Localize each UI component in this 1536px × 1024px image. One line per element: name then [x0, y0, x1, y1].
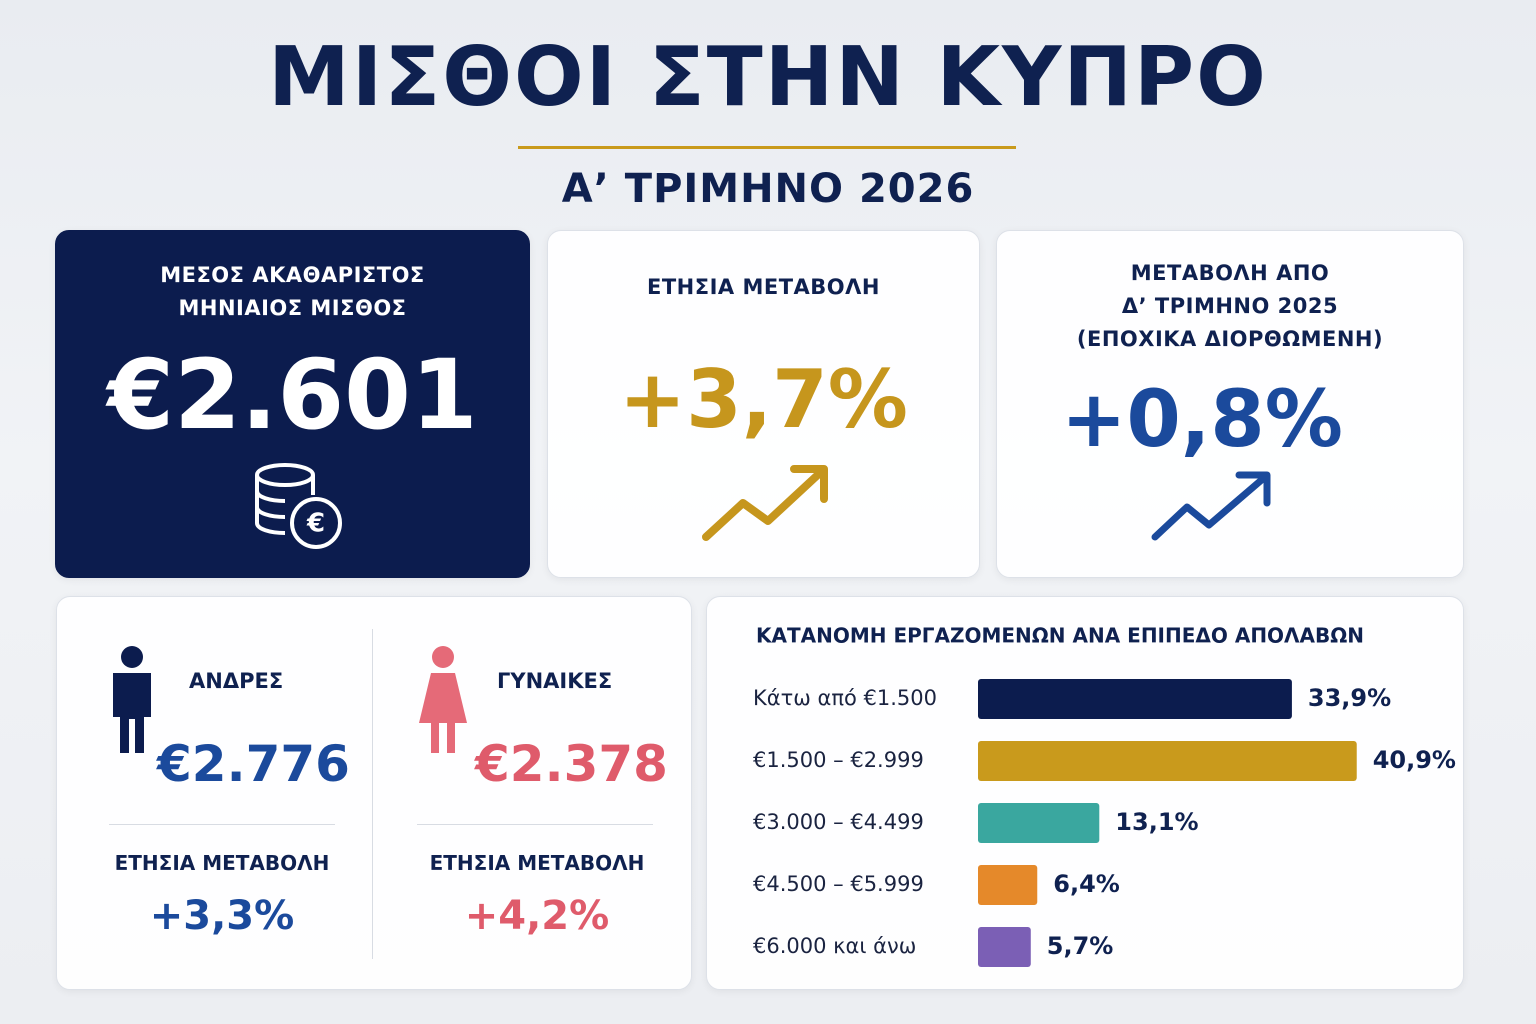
change-label: ΕΤΗΣΙΑ ΜΕΤΑΒΟΛΗ — [429, 851, 645, 875]
distribution-chart: ΚΑΤΑΝΟΜΗ ΕΡΓΑΖΟΜΕΝΩΝ ΑΝΑ ΕΠΙΠΕΔΟ ΑΠΟΛΑΒΩ… — [753, 624, 1456, 967]
gender-value: €2.378 — [475, 735, 668, 793]
category-label: €1.500 – €2.999 — [753, 748, 924, 772]
subtitle: Α’ ΤΡΙΜΗΝΟ 2026 — [561, 166, 975, 212]
value-label: 13,1% — [1115, 808, 1198, 836]
card-quarterly: ΜΕΤΑΒΟΛΗ ΑΠΟ Δ’ ΤΡΙΜΗΝΟ 2025 (ΕΠΟΧΙΚΑ ΔΙ… — [996, 230, 1464, 578]
change-value: +3,3% — [149, 893, 295, 939]
bar — [978, 803, 1100, 843]
divider — [109, 824, 335, 825]
trend-arrow — [702, 465, 828, 541]
card-value: €2.601 — [107, 339, 478, 451]
coins-icon: € — [255, 463, 342, 549]
card-value: +3,7% — [619, 353, 908, 446]
label-line: ΜΗΝΙΑΙΟΣ ΜΙΣΘΟΣ — [178, 296, 407, 320]
value-label: 33,9% — [1308, 684, 1391, 712]
label-line: Δ’ ΤΡΙΜΗΝΟ 2025 — [1121, 294, 1339, 318]
category-label: €4.500 – €5.999 — [753, 872, 924, 896]
label-line: ΕΤΗΣΙΑ ΜΕΤΑΒΟΛΗ — [647, 275, 880, 299]
label-line: (ΕΠΟΧΙΚΑ ΔΙΟΡΘΩΜΕΝΗ) — [1076, 327, 1384, 351]
value-label: 5,7% — [1047, 932, 1114, 960]
bar — [978, 865, 1038, 905]
card-gender: ΑΝΔΡΕΣ €2.776 ΕΤΗΣΙΑ ΜΕΤΑΒΟΛΗ +3,3% ΓΥΝΑ… — [56, 596, 692, 990]
divider — [417, 824, 653, 825]
card-distribution — [706, 596, 1464, 990]
title: ΜΙΣΘΟΙ ΣΤΗΝ ΚΥΠΡΟ — [268, 30, 1268, 125]
gender-label: ΓΥΝΑΙΚΕΣ — [497, 669, 613, 693]
gender-value: €2.776 — [157, 735, 350, 793]
card-label: ΕΤΗΣΙΑ ΜΕΤΑΒΟΛΗ — [548, 271, 979, 304]
value-label: 40,9% — [1373, 746, 1456, 774]
change-label: ΕΤΗΣΙΑ ΜΕΤΑΒΟΛΗ — [114, 851, 330, 875]
label-line: ΜΕΤΑΒΟΛΗ ΑΠΟ — [1130, 261, 1330, 285]
woman-icon — [419, 646, 467, 753]
bar — [978, 741, 1357, 781]
value-label: 6,4% — [1053, 870, 1120, 898]
card-label: ΜΕΤΑΒΟΛΗ ΑΠΟ Δ’ ΤΡΙΜΗΝΟ 2025 (ΕΠΟΧΙΚΑ ΔΙ… — [997, 257, 1463, 356]
chart-title: ΚΑΤΑΝΟΜΗ ΕΡΓΑΖΟΜΕΝΩΝ ΑΝΑ ΕΠΙΠΕΔΟ ΑΠΟΛΑΒΩ… — [756, 624, 1364, 648]
card-label: ΜΕΣΟΣ ΑΚΑΘΑΡΙΣΤΟΣ ΜΗΝΙΑΙΟΣ ΜΙΣΘΟΣ — [56, 259, 529, 325]
category-label: Κάτω από €1.500 — [753, 686, 937, 710]
label-line: ΜΕΣΟΣ ΑΚΑΘΑΡΙΣΤΟΣ — [160, 263, 425, 287]
category-label: €3.000 – €4.499 — [753, 810, 924, 834]
divider — [372, 629, 373, 959]
title-rule — [518, 146, 1016, 149]
card-annual: ΕΤΗΣΙΑ ΜΕΤΑΒΟΛΗ +3,7% — [547, 230, 980, 578]
category-label: €6.000 και άνω — [753, 934, 916, 958]
card-salary: ΜΕΣΟΣ ΑΚΑΘΑΡΙΣΤΟΣ ΜΗΝΙΑΙΟΣ ΜΙΣΘΟΣ €2.601… — [55, 230, 530, 578]
card-value: +0,8% — [1061, 375, 1343, 465]
man-icon — [113, 646, 151, 753]
bar — [978, 927, 1031, 967]
change-value: +4,2% — [464, 893, 610, 939]
svg-text:€: € — [306, 509, 325, 539]
gender-label: ΑΝΔΡΕΣ — [189, 669, 284, 693]
trend-arrow — [1151, 471, 1271, 541]
bar — [978, 679, 1292, 719]
